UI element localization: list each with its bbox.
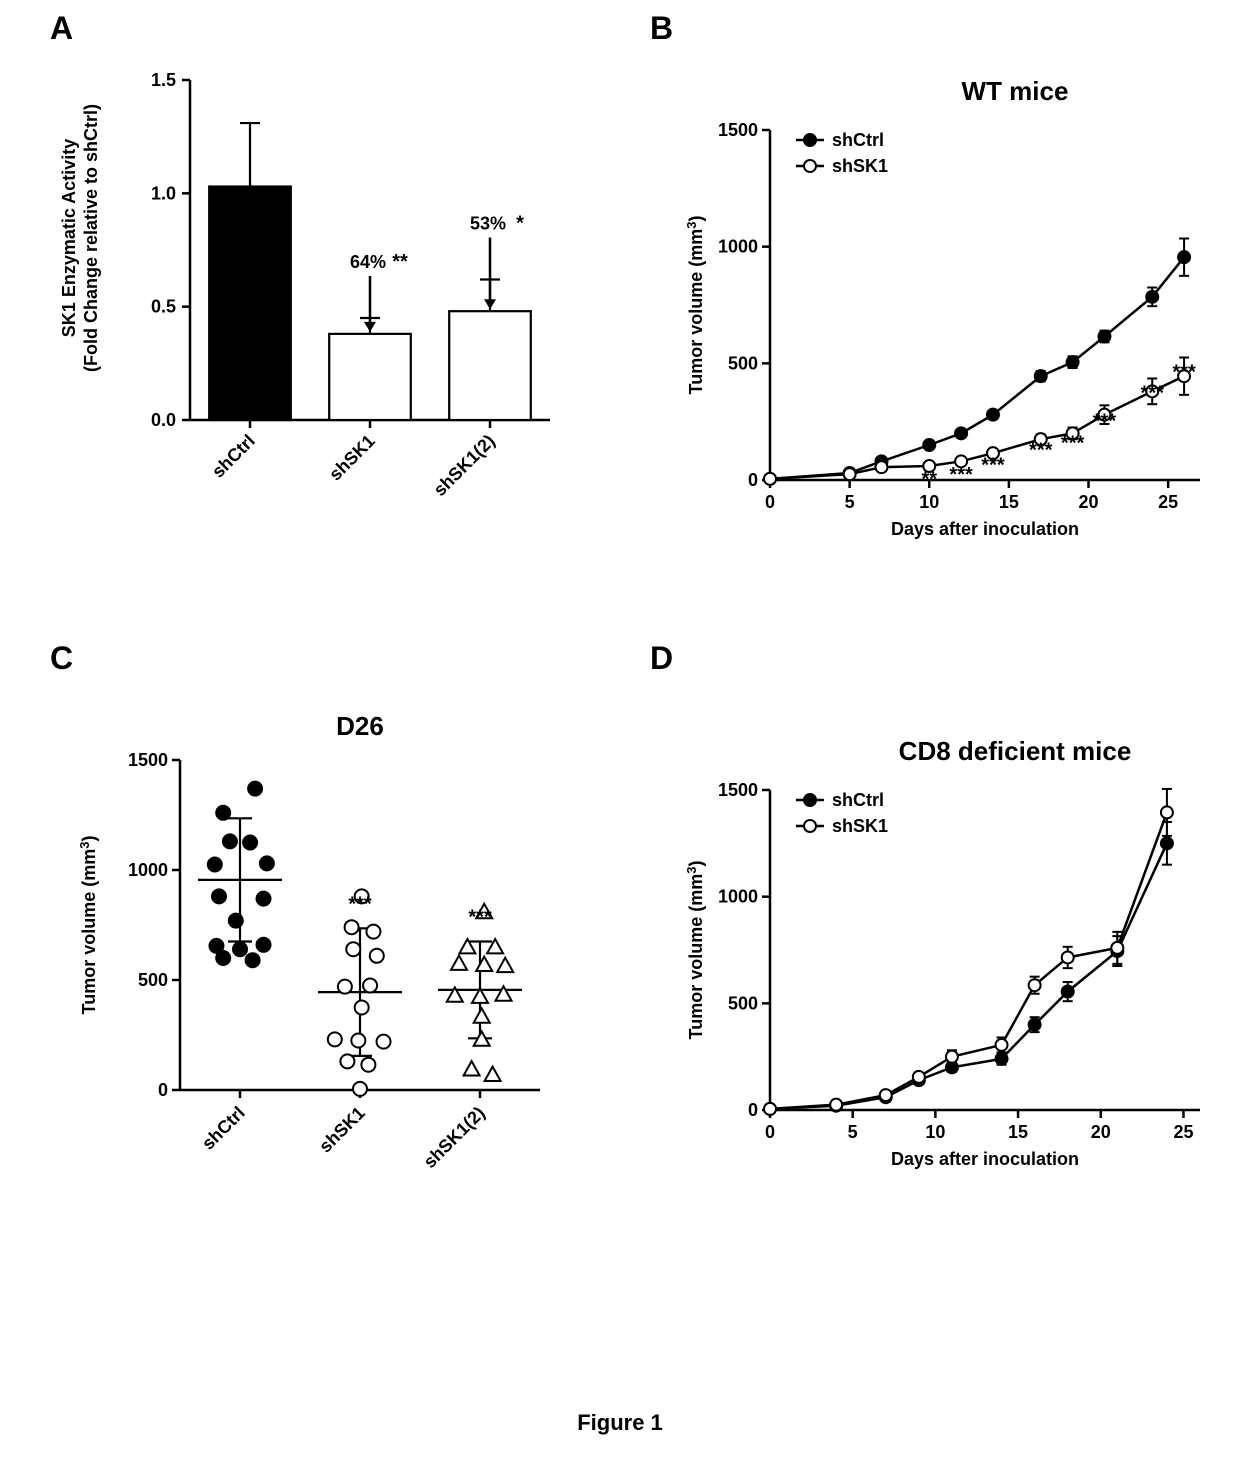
svg-text:***: *** (348, 893, 372, 915)
svg-text:Days after inoculation: Days after inoculation (891, 1149, 1079, 1169)
panel-d-label: D (650, 640, 673, 677)
svg-text:shCtrl: shCtrl (198, 1103, 249, 1154)
svg-text:SK1 Enzymatic Activity: SK1 Enzymatic Activity (59, 139, 79, 337)
svg-text:Tumor volume (mm3): Tumor volume (mm3) (684, 861, 706, 1040)
svg-text:***: *** (949, 464, 973, 486)
svg-text:1500: 1500 (718, 120, 758, 140)
svg-text:**: ** (392, 251, 408, 273)
svg-text:shSK1: shSK1 (832, 816, 888, 836)
panel-a-svg: 0.0 0.5 1.0 1.5 SK1 Enzymatic Activity(Fold … (20, 10, 580, 570)
svg-text:1.5: 1.5 (151, 70, 176, 90)
svg-text:0: 0 (748, 470, 758, 490)
svg-text:1500: 1500 (128, 750, 168, 770)
svg-text:CD8 deficient mice: CD8 deficient mice (899, 736, 1132, 766)
svg-text:***: *** (1093, 410, 1117, 432)
svg-text:500: 500 (728, 993, 758, 1013)
panel-d: D CD8 deficient mice 0 500 1000 1500 0 5 10 15 20… (620, 640, 1220, 1260)
svg-text:Tumor volume (mm3): Tumor volume (mm3) (684, 216, 706, 395)
panel-a-label: A (50, 10, 73, 47)
svg-text:15: 15 (1008, 1122, 1028, 1142)
panel-b-label: B (650, 10, 673, 47)
svg-text:1000: 1000 (718, 887, 758, 907)
svg-text:shSK1: shSK1 (325, 431, 379, 485)
svg-text:500: 500 (138, 970, 168, 990)
svg-text:500: 500 (728, 353, 758, 373)
svg-text:WT mice: WT mice (962, 76, 1069, 106)
svg-text:25: 25 (1173, 1122, 1193, 1142)
svg-text:Tumor volume (mm3): Tumor volume (mm3) (77, 836, 99, 1015)
svg-text:shSK1(2): shSK1(2) (430, 431, 499, 500)
panel-c-svg: D26 0 500 1000 1500 Tumor volume (mm3) shCtrl s… (20, 640, 580, 1260)
svg-text:shCtrl: shCtrl (832, 790, 884, 810)
svg-text:1000: 1000 (128, 860, 168, 880)
panel-d-svg: CD8 deficient mice 0 500 1000 1500 0 5 10 15 20 25… (620, 640, 1220, 1260)
panel-c-label: C (50, 640, 73, 677)
svg-text:***: *** (468, 907, 492, 929)
svg-text:20: 20 (1079, 492, 1099, 512)
svg-text:10: 10 (919, 492, 939, 512)
svg-text:5: 5 (845, 492, 855, 512)
figure-1-container: A 0.0 0.5 1.0 1.5 SK1 Enzymatic Activity(Fol… (0, 0, 1240, 1478)
panel-b-svg: WT mice 0 500 1000 1500 0 5 10 15 20 25 Days after … (620, 10, 1220, 570)
svg-text:**: ** (921, 469, 937, 491)
svg-text:shSK1(2): shSK1(2) (420, 1103, 489, 1172)
svg-text:1.0: 1.0 (151, 183, 176, 203)
svg-text:0.5: 0.5 (151, 297, 176, 317)
figure-caption: Figure 1 (0, 1410, 1240, 1436)
panel-a: A 0.0 0.5 1.0 1.5 SK1 Enzymatic Activity(Fol… (20, 10, 580, 570)
svg-text:***: *** (981, 455, 1005, 477)
svg-text:D26: D26 (336, 711, 384, 741)
svg-text:***: *** (1172, 361, 1196, 383)
svg-text:0: 0 (765, 492, 775, 512)
svg-text:(Fold Change relative to shCtr: (Fold Change relative to shCtrl) (81, 104, 101, 372)
svg-text:1000: 1000 (718, 237, 758, 257)
svg-text:shCtrl: shCtrl (208, 431, 259, 482)
svg-text:10: 10 (925, 1122, 945, 1142)
svg-text:0.0: 0.0 (151, 410, 176, 430)
svg-text:25: 25 (1158, 492, 1178, 512)
svg-text:0: 0 (765, 1122, 775, 1142)
svg-text:***: *** (1029, 440, 1053, 462)
svg-text:*: * (516, 212, 524, 234)
svg-text:53%: 53% (470, 213, 506, 233)
panel-b: B WT mice 0 500 1000 1500 0 5 10 15 20 25 Days afte… (620, 10, 1220, 570)
svg-text:shCtrl: shCtrl (832, 130, 884, 150)
svg-text:20: 20 (1091, 1122, 1111, 1142)
svg-text:***: *** (1141, 382, 1165, 404)
panel-c: C D26 0 500 1000 1500 Tumor volume (mm3) shCtr… (20, 640, 580, 1260)
svg-text:***: *** (1061, 433, 1085, 455)
svg-text:shSK1: shSK1 (315, 1103, 369, 1157)
svg-text:shSK1: shSK1 (832, 156, 888, 176)
svg-text:0: 0 (748, 1100, 758, 1120)
svg-text:15: 15 (999, 492, 1019, 512)
svg-text:64%: 64% (350, 252, 386, 272)
svg-text:0: 0 (158, 1080, 168, 1100)
svg-text:5: 5 (848, 1122, 858, 1142)
svg-text:Days after inoculation: Days after inoculation (891, 519, 1079, 539)
svg-text:1500: 1500 (718, 780, 758, 800)
